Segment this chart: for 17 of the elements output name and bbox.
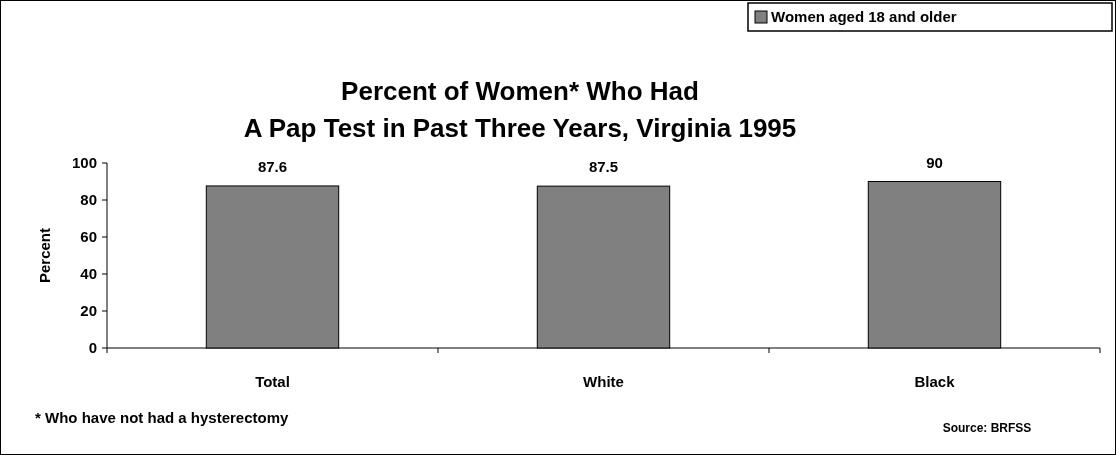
x-tick-label: White xyxy=(583,373,624,390)
legend-label: Women aged 18 and older xyxy=(771,8,957,25)
data-label: 87.5 xyxy=(588,158,619,176)
data-label: 90 xyxy=(926,153,943,171)
x-tick-label: Total xyxy=(255,373,290,390)
y-tick-label: 20 xyxy=(80,302,97,319)
y-tick-label: 100 xyxy=(71,154,97,171)
y-tick-label: 0 xyxy=(88,339,97,356)
y-axis-title: Percent xyxy=(36,227,53,284)
data-label: 87.6 xyxy=(257,157,288,175)
text: * Who have not had a hysterectomy xyxy=(35,409,290,426)
x-tick-label: Black xyxy=(914,373,956,390)
y-tick-label: 40 xyxy=(80,265,97,282)
source-note: Source: BRFSS xyxy=(942,421,1032,435)
y-tick-label: 60 xyxy=(80,228,97,245)
y-tick-label: 80 xyxy=(80,191,97,208)
chart-title: Percent of Women* Who Had A Pap Test in Past Three Years, Virginia 1995 xyxy=(243,76,797,143)
